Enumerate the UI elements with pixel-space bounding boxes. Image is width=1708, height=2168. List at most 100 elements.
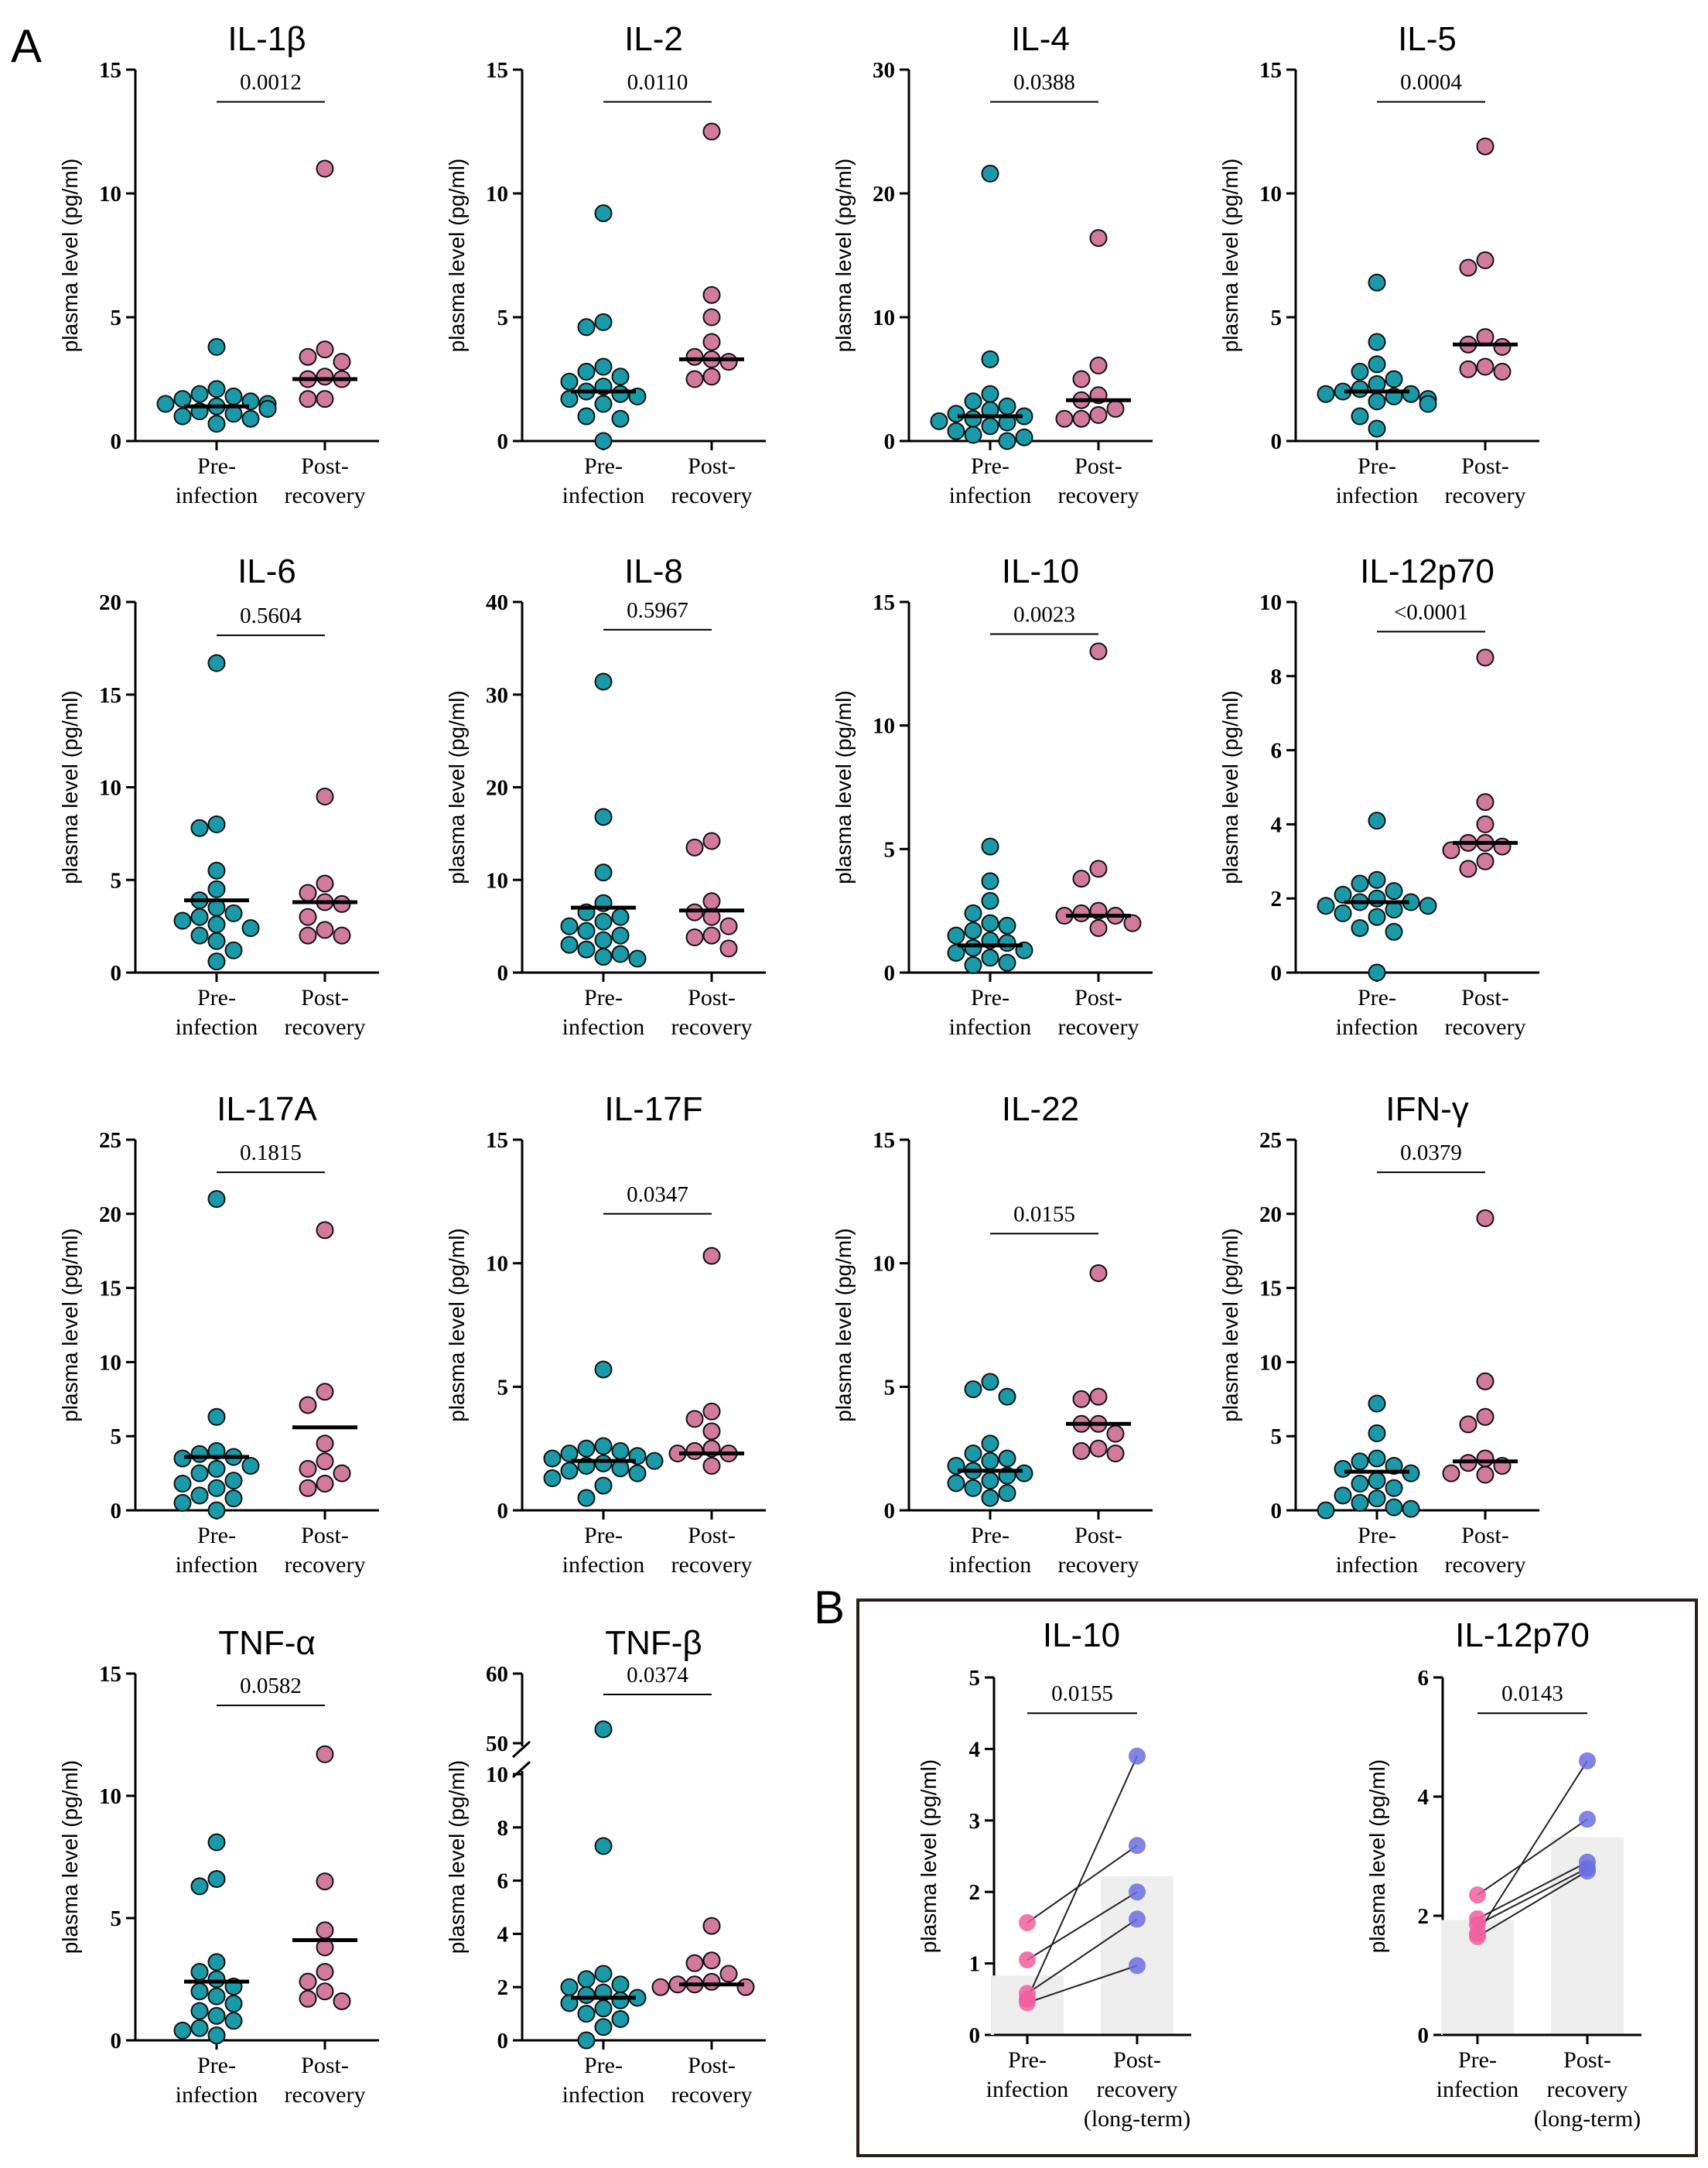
x-category-label: recovery [285,483,366,508]
x-category-label: infection [176,1552,258,1578]
pre-point [594,1454,613,1472]
pre-point [1351,874,1369,893]
post-point [685,347,704,366]
y-tick-label: 5 [884,837,896,862]
p-value: 0.0155 [1013,1202,1075,1226]
x-category-label: infection [562,1014,645,1040]
pre-point [224,387,243,405]
p-value: 0.0004 [1400,70,1462,95]
x-category-label: Pre- [584,985,623,1010]
post-point [1493,337,1512,356]
pre-point [577,407,596,426]
post-point [1459,360,1477,378]
post-point [316,1383,334,1401]
post-point [1089,642,1108,661]
pre-point [560,1445,579,1463]
pre-point [543,1449,562,1468]
y-tick-label: 10 [99,1784,121,1809]
y-tick-label: 10 [873,1252,895,1277]
pre-point [611,385,630,403]
chart-14: IL-10 plasma level (pg/ml) 0 1 2 3 4 5 Pre-infec… [917,1616,1191,2132]
pre-point [1015,428,1033,446]
pre-point [560,935,579,954]
pre-point [594,1360,613,1379]
p-value: 0.0143 [1501,1681,1563,1706]
y-tick-label: 15 [486,58,508,83]
y-tick-label: 40 [486,590,508,615]
pre-point [224,904,243,922]
pre-point [207,1987,226,2006]
pre-point [258,399,277,418]
post-point [702,1246,721,1265]
x-category-label: Pre- [1008,2047,1047,2073]
post-point [299,1479,317,1497]
x-category-label: Pre- [1358,985,1396,1010]
p-value: 0.0379 [1400,1140,1462,1165]
x-category-label: Pre- [584,1523,623,1548]
post-point [333,353,351,371]
pre-point [964,922,982,940]
pre-point [207,815,226,833]
y-tick-label: 15 [873,590,895,615]
pre-point [947,1474,965,1493]
pre-point [1368,870,1386,889]
pre-point [1317,897,1335,915]
post-point [685,370,704,388]
pre-point [611,926,630,945]
pre-point [964,409,982,428]
pre-point [1317,1501,1335,1520]
x-category-label: Pre- [584,2053,623,2078]
pair-connector [1027,1756,1138,2000]
pre-point [611,409,630,428]
pre-point [577,1439,596,1458]
x-category-label: Post- [1461,985,1509,1010]
pre-point [964,392,982,411]
y-tick-label: 5 [884,1375,896,1400]
y-axis-label: plasma level (pg/ml) [445,690,469,884]
pre-point [1368,1424,1386,1442]
x-category-label: Post- [688,453,736,479]
chart-0: IL-1β plasma level (pg/ml) 0 5 10 15 Pre-infec… [58,20,379,508]
post-point [316,340,334,359]
y-tick-label: 5 [497,306,509,330]
pre-point [1419,897,1437,915]
x-category-label: recovery [1097,2077,1178,2102]
post-point [1123,914,1142,932]
y-tick-label: 0 [111,2029,122,2053]
pre-point [207,861,226,880]
x-category-label: Post- [301,453,349,479]
y-tick-label: 8 [1271,665,1283,689]
post-point [299,1459,317,1478]
y-tick-label: 0 [111,429,122,454]
y-tick-label: 6 [497,1869,509,1894]
pre-point [1402,385,1420,403]
post-point [1459,258,1477,277]
pre-point [1334,1459,1352,1478]
post-point [316,1921,334,1940]
y-tick-label: 3 [969,1809,981,1834]
pre-point [1351,1475,1369,1493]
y-tick-label: 5 [969,1666,981,1691]
pre-point [560,917,579,935]
post-point [702,1917,721,1935]
x-category-label: (long-term) [1534,2106,1641,2132]
post-paired-point [1129,1747,1146,1765]
post-point [1072,370,1091,388]
pre-point [981,350,999,368]
pre-point [594,357,613,376]
post-point [1476,1407,1494,1426]
x-category-label: Post- [1074,453,1122,479]
post-point [685,928,704,946]
y-tick-label: 0 [497,429,509,454]
pre-point [190,1982,209,2001]
pre-point [207,2006,226,2025]
post-point [316,1745,334,1763]
pre-point [611,908,630,926]
post-point [1493,837,1512,856]
axis-break-mark [511,1740,531,1759]
post-point [1055,409,1074,428]
pre-point [190,2002,209,2020]
pair-connector [1477,1870,1588,1937]
pre-point [577,940,596,959]
y-tick-label: 20 [486,776,508,801]
